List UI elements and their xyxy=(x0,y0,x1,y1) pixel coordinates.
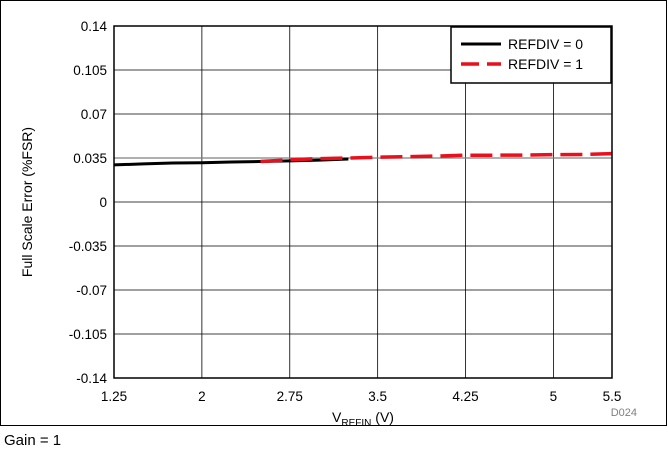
y-axis-label: Full Scale Error (%FSR) xyxy=(19,127,35,277)
x-tick-label-5: 5 xyxy=(550,389,558,404)
y-tick-label-4: 0 xyxy=(99,195,107,210)
x-axis-label-unit: (V) xyxy=(371,409,394,425)
x-tick-label-0: 1.25 xyxy=(101,389,127,404)
y-tick-label-6: -0.07 xyxy=(76,283,107,298)
x-axis-label-subscript: REFIN xyxy=(341,418,371,427)
footnote-gain: Gain = 1 xyxy=(4,432,62,449)
plot-area-border xyxy=(113,25,613,379)
chart-svg: 0.14 0.105 0.07 0.035 0 -0.035 -0.07 -0.105 -0.1… xyxy=(19,19,637,427)
x-axis-label-main: V xyxy=(332,409,342,425)
legend-label-refdiv-0: REFDIV = 0 xyxy=(508,36,583,52)
x-tick-label-4: 4.25 xyxy=(452,389,478,404)
x-tick-labels: 1.25 2 2.75 3.5 4.25 5 5.5 xyxy=(101,389,622,404)
legend-box xyxy=(450,26,612,84)
y-tick-label-2: 0.07 xyxy=(81,107,107,122)
chart-frame: 0.14 0.105 0.07 0.035 0 -0.035 -0.07 -0.105 -0.1… xyxy=(0,0,667,427)
x-tick-label-6: 5.5 xyxy=(603,389,622,404)
y-tick-label-8: -0.14 xyxy=(76,371,107,386)
y-tick-label-3: 0.035 xyxy=(73,151,107,166)
x-tick-label-3: 3.5 xyxy=(368,389,387,404)
series-lines xyxy=(113,151,613,167)
x-tick-label-1: 2 xyxy=(198,389,206,404)
legend-label-refdiv-1: REFDIV = 1 xyxy=(508,56,583,72)
y-tick-label-0: 0.14 xyxy=(81,19,108,34)
x-tick-label-2: 2.75 xyxy=(277,389,303,404)
series-line-0 xyxy=(113,157,349,167)
figure-code: D024 xyxy=(611,407,637,419)
y-tick-label-5: -0.035 xyxy=(69,239,107,254)
y-tick-labels: 0.14 0.105 0.07 0.035 0 -0.035 -0.07 -0.105 -0.1… xyxy=(69,19,108,386)
x-axis-label: VREFIN (V) xyxy=(332,409,394,427)
legend: REFDIV = 0 REFDIV = 1 xyxy=(450,26,612,84)
y-tick-label-1: 0.105 xyxy=(73,63,107,78)
y-tick-label-7: -0.105 xyxy=(69,327,107,342)
